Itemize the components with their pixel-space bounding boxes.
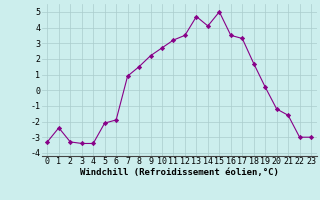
- X-axis label: Windchill (Refroidissement éolien,°C): Windchill (Refroidissement éolien,°C): [80, 168, 279, 177]
